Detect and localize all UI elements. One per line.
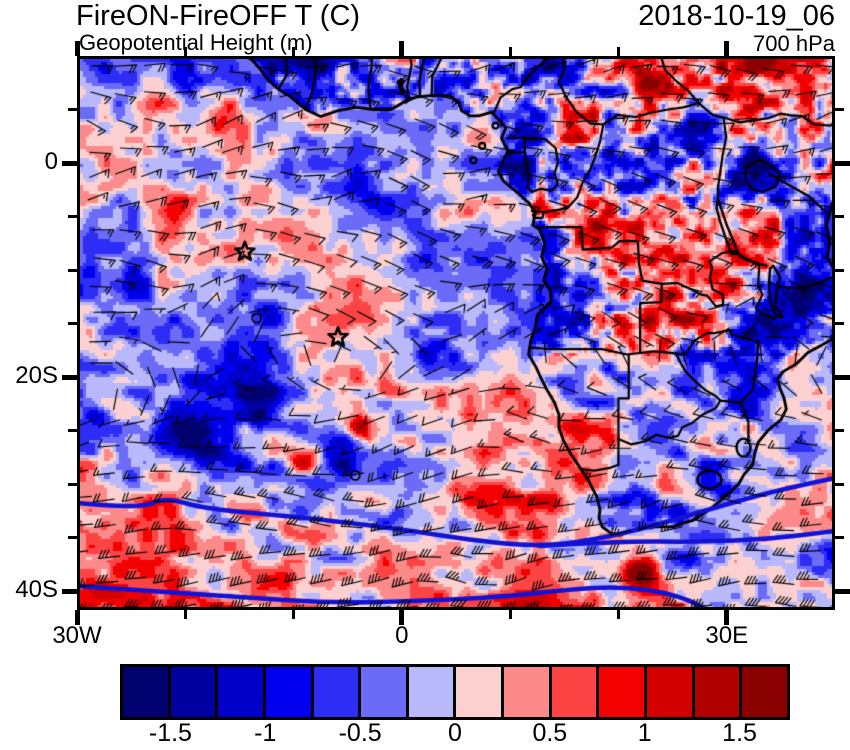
- colorbar-tick-label: 1: [637, 719, 652, 747]
- plot-title: FireON-FireOFF T (C): [76, 0, 361, 32]
- colorbar-segment: [265, 667, 314, 717]
- axis-tick: [68, 268, 77, 272]
- plot-date: 2018-10-19_06: [638, 0, 835, 32]
- colorbar-segment: [504, 667, 552, 717]
- axis-tick: [74, 610, 80, 625]
- axis-tick: [62, 588, 77, 594]
- colorbar: [120, 664, 790, 720]
- colorbar-segment: [551, 667, 600, 717]
- axis-tick: [399, 610, 405, 625]
- axis-tick: [835, 108, 844, 111]
- colorbar-tick-label: -1.5: [148, 719, 192, 747]
- axis-tick: [62, 160, 77, 166]
- colorbar-segment: [313, 667, 362, 717]
- colorbar-segment: [361, 667, 409, 717]
- colorbar-tick-label: -0.5: [338, 719, 382, 747]
- colorbar-segment: [694, 667, 743, 717]
- axis-tick: [616, 47, 620, 56]
- colorbar-segment: [170, 667, 219, 717]
- lon-tick-label: 30E: [705, 622, 749, 649]
- axis-tick: [68, 108, 77, 111]
- axis-tick: [835, 429, 844, 432]
- lon-tick-label: 0: [395, 622, 409, 649]
- axis-tick: [508, 610, 512, 619]
- colorbar-tick-label: -1: [254, 719, 277, 747]
- colorbar-tick-label: 1.5: [722, 719, 757, 747]
- axis-tick: [62, 374, 77, 380]
- axis-tick: [292, 47, 296, 56]
- axis-tick: [183, 47, 187, 56]
- axis-tick: [399, 41, 405, 56]
- axis-tick: [835, 588, 850, 594]
- colorbar-segment: [123, 667, 171, 717]
- colorbar-segment: [599, 667, 648, 717]
- lon-tick-label: 30W: [52, 622, 102, 649]
- colorbar-tick-label: 0.5: [532, 719, 568, 747]
- plot-subtitle: Geopotential Height (m): [79, 30, 313, 55]
- axis-tick: [68, 536, 77, 539]
- colorbar-segment: [456, 667, 505, 717]
- axis-tick: [292, 610, 296, 619]
- axis-tick: [724, 610, 730, 625]
- axis-tick: [616, 610, 620, 619]
- lat-tick-label: 20S: [15, 362, 58, 389]
- lat-tick-label: 0: [44, 148, 58, 175]
- plot-pressure-level: 700 hPa: [753, 31, 835, 56]
- axis-tick: [68, 482, 77, 486]
- map-field-canvas: [77, 56, 835, 610]
- lat-tick-label: 40S: [15, 576, 58, 603]
- axis-tick: [835, 374, 850, 380]
- axis-tick: [74, 41, 80, 56]
- axis-tick: [835, 268, 844, 272]
- axis-tick: [835, 160, 850, 166]
- axis-tick: [68, 429, 77, 432]
- axis-tick: [508, 47, 512, 56]
- axis-tick: [835, 482, 844, 486]
- axis-tick: [724, 41, 730, 56]
- axis-tick: [835, 536, 844, 539]
- axis-tick: [835, 322, 844, 325]
- colorbar-segment: [408, 667, 457, 717]
- colorbar-segment: [742, 667, 787, 717]
- colorbar-tick-label: 0: [448, 719, 462, 747]
- colorbar-segment: [647, 667, 695, 717]
- axis-tick: [835, 215, 844, 218]
- axis-tick: [68, 322, 77, 325]
- axis-tick: [68, 215, 77, 218]
- colorbar-segment: [218, 667, 266, 717]
- axis-tick: [183, 610, 187, 619]
